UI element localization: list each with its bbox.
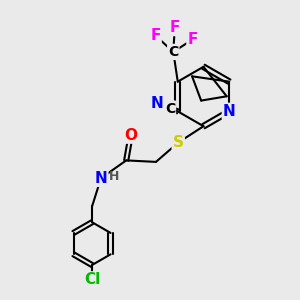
Text: O: O <box>124 128 137 142</box>
Text: N: N <box>94 171 107 186</box>
Text: F: F <box>169 20 180 35</box>
Text: N: N <box>223 104 236 119</box>
Text: Cl: Cl <box>84 272 100 287</box>
Text: N: N <box>150 96 163 111</box>
Text: C: C <box>165 102 175 116</box>
Text: C: C <box>168 45 178 59</box>
Text: F: F <box>188 32 198 47</box>
Text: H: H <box>109 170 120 183</box>
Text: S: S <box>173 135 184 150</box>
Text: F: F <box>150 28 161 43</box>
